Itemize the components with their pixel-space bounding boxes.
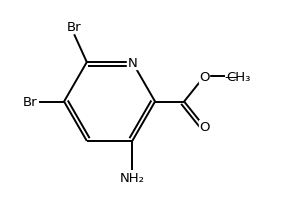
Text: CH₃: CH₃ — [226, 70, 250, 83]
Text: Br: Br — [67, 21, 82, 34]
Text: N: N — [128, 56, 137, 69]
Bar — [199, 120, 209, 134]
Text: —: — — [225, 70, 238, 83]
Text: O: O — [199, 70, 210, 83]
Text: NH₂: NH₂ — [120, 171, 145, 184]
Bar — [127, 56, 137, 70]
Text: O: O — [199, 121, 210, 134]
Text: Br: Br — [23, 95, 38, 109]
Bar — [199, 70, 209, 84]
